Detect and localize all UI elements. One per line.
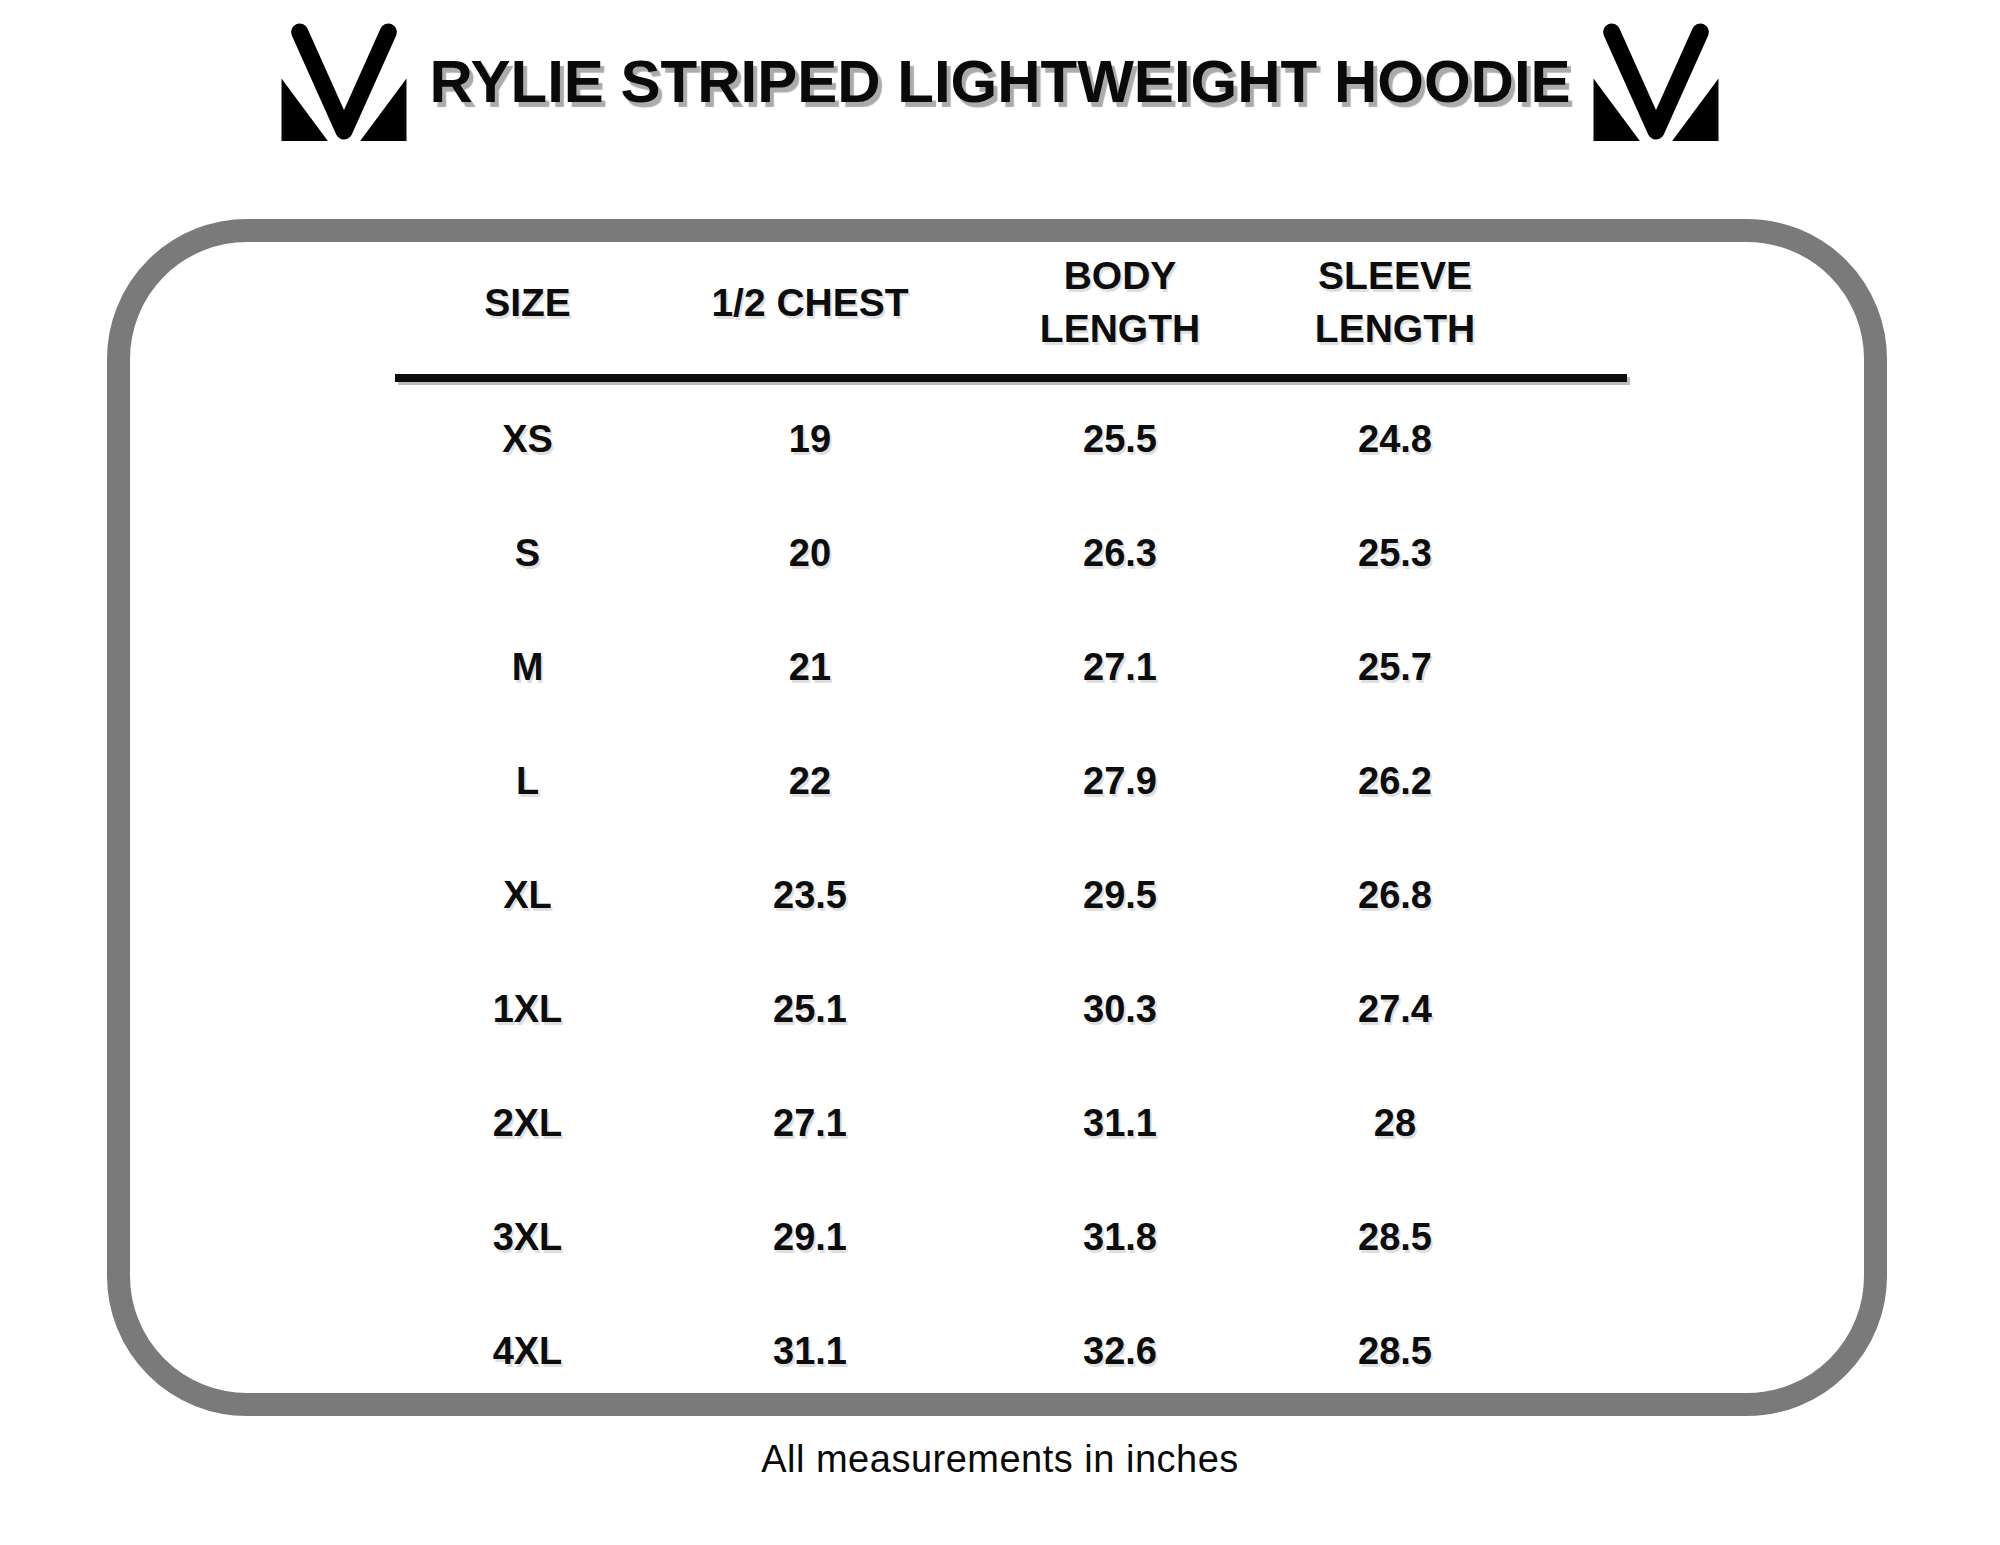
table-row-2xl: 2XL 27.1 31.1 28 bbox=[395, 1066, 1627, 1180]
body-length-value: 32.6 bbox=[960, 1330, 1280, 1373]
table-row-xs: XS 19 25.5 24.8 bbox=[395, 382, 1627, 496]
half-chest-value: 25.1 bbox=[660, 988, 960, 1031]
half-chest-value: 31.1 bbox=[660, 1330, 960, 1373]
size-chart-table: SIZE 1/2 CHEST BODY LENGTH SLEEVE LENGTH… bbox=[395, 240, 1627, 1408]
table-row-m: M 21 27.1 25.7 bbox=[395, 610, 1627, 724]
body-length-value: 31.1 bbox=[960, 1102, 1280, 1145]
body-length-value: 29.5 bbox=[960, 874, 1280, 917]
measurements-note: All measurements in inches bbox=[0, 1438, 2000, 1481]
sleeve-length-value: 25.7 bbox=[1280, 646, 1510, 689]
size-label: 4XL bbox=[395, 1330, 660, 1373]
column-header-sleeve-length: SLEEVE LENGTH bbox=[1280, 250, 1510, 355]
table-row-3xl: 3XL 29.1 31.8 28.5 bbox=[395, 1180, 1627, 1294]
sleeve-length-value: 26.8 bbox=[1280, 874, 1510, 917]
size-label: 2XL bbox=[395, 1102, 660, 1145]
size-label: L bbox=[395, 760, 660, 803]
size-label: S bbox=[395, 532, 660, 575]
sleeve-length-value: 28.5 bbox=[1280, 1216, 1510, 1259]
column-header-size: SIZE bbox=[395, 277, 660, 330]
size-label: 3XL bbox=[395, 1216, 660, 1259]
table-row-s: S 20 26.3 25.3 bbox=[395, 496, 1627, 610]
half-chest-value: 29.1 bbox=[660, 1216, 960, 1259]
body-length-value: 26.3 bbox=[960, 532, 1280, 575]
body-length-value: 31.8 bbox=[960, 1216, 1280, 1259]
table-row-4xl: 4XL 31.1 32.6 28.5 bbox=[395, 1294, 1627, 1408]
half-chest-value: 20 bbox=[660, 532, 960, 575]
body-length-value: 27.1 bbox=[960, 646, 1280, 689]
mv-monogram-icon bbox=[273, 18, 415, 144]
sleeve-length-value: 28 bbox=[1280, 1102, 1510, 1145]
sleeve-length-value: 26.2 bbox=[1280, 760, 1510, 803]
column-header-half-chest: 1/2 CHEST bbox=[660, 277, 960, 330]
table-row-1xl: 1XL 25.1 30.3 27.4 bbox=[395, 952, 1627, 1066]
size-label: M bbox=[395, 646, 660, 689]
mv-monogram-icon bbox=[1585, 18, 1727, 144]
table-body: XS 19 25.5 24.8 S 20 26.3 25.3 M 21 27.1… bbox=[395, 382, 1627, 1408]
sleeve-length-value: 27.4 bbox=[1280, 988, 1510, 1031]
size-chart-page: RYLIE STRIPED LIGHTWEIGHT HOODIE SIZE 1/… bbox=[0, 0, 2000, 1545]
body-length-value: 25.5 bbox=[960, 418, 1280, 461]
half-chest-value: 22 bbox=[660, 760, 960, 803]
half-chest-value: 23.5 bbox=[660, 874, 960, 917]
body-length-value: 30.3 bbox=[960, 988, 1280, 1031]
half-chest-value: 21 bbox=[660, 646, 960, 689]
table-row-xl: XL 23.5 29.5 26.8 bbox=[395, 838, 1627, 952]
header-divider bbox=[395, 374, 1627, 382]
page-title: RYLIE STRIPED LIGHTWEIGHT HOODIE bbox=[429, 47, 1570, 116]
sleeve-length-value: 24.8 bbox=[1280, 418, 1510, 461]
size-label: XL bbox=[395, 874, 660, 917]
sleeve-length-value: 25.3 bbox=[1280, 532, 1510, 575]
column-header-body-length: BODY LENGTH bbox=[960, 250, 1280, 355]
body-length-value: 27.9 bbox=[960, 760, 1280, 803]
size-label: XS bbox=[395, 418, 660, 461]
sleeve-length-value: 28.5 bbox=[1280, 1330, 1510, 1373]
half-chest-value: 27.1 bbox=[660, 1102, 960, 1145]
table-header-row: SIZE 1/2 CHEST BODY LENGTH SLEEVE LENGTH bbox=[395, 240, 1627, 366]
size-label: 1XL bbox=[395, 988, 660, 1031]
table-row-l: L 22 27.9 26.2 bbox=[395, 724, 1627, 838]
half-chest-value: 19 bbox=[660, 418, 960, 461]
brand-header: RYLIE STRIPED LIGHTWEIGHT HOODIE bbox=[0, 18, 2000, 144]
